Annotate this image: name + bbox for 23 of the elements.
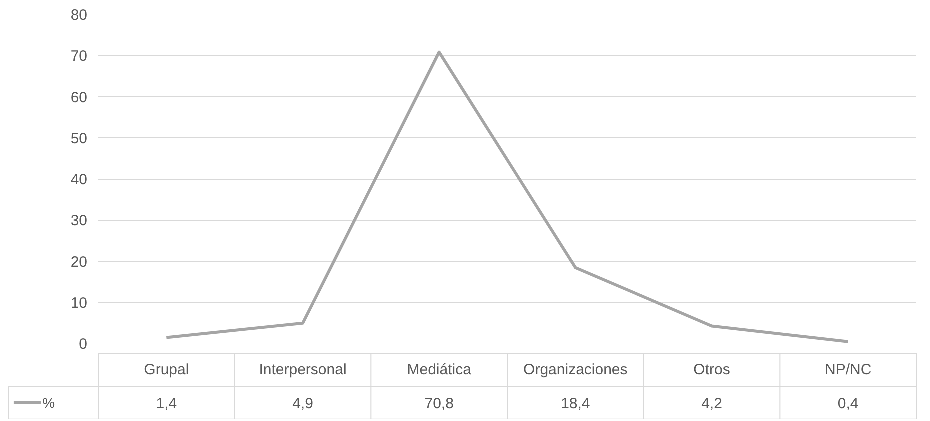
data-label: 0,4 bbox=[838, 396, 859, 412]
x-tick-label: Otros bbox=[694, 362, 730, 378]
y-tick-label: 0 bbox=[79, 336, 88, 353]
y-tick-label: 20 bbox=[70, 254, 88, 271]
data-label: 1,4 bbox=[156, 396, 178, 412]
data-label: 4,2 bbox=[702, 396, 722, 412]
x-tick-label: Mediática bbox=[407, 362, 472, 378]
y-tick-label: 70 bbox=[70, 48, 88, 66]
x-tick-label: Grupal bbox=[144, 362, 190, 378]
data-label: 18,4 bbox=[561, 396, 590, 412]
x-tick-label: Interpersonal bbox=[259, 362, 347, 378]
y-tick-label: 60 bbox=[70, 89, 88, 106]
y-tick-label: 10 bbox=[70, 294, 88, 312]
x-tick-label: NP/NC bbox=[825, 362, 872, 378]
x-tick-label: Organizaciones bbox=[524, 362, 628, 378]
data-label: 4,9 bbox=[292, 396, 314, 412]
data-label: 70,8 bbox=[424, 396, 454, 412]
y-tick-label: 50 bbox=[70, 130, 88, 148]
y-tick-label: 40 bbox=[70, 172, 88, 188]
line-series bbox=[165, 50, 850, 344]
y-tick-label: 30 bbox=[70, 212, 88, 230]
legend-label: % bbox=[42, 395, 56, 411]
y-tick-label: 80 bbox=[70, 7, 88, 24]
